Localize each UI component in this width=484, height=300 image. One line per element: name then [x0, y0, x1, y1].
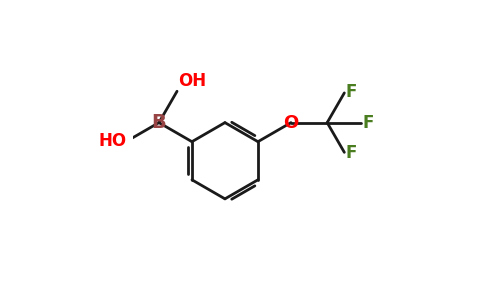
Text: OH: OH: [178, 72, 206, 90]
Text: F: F: [345, 145, 356, 163]
Text: O: O: [283, 114, 299, 132]
Text: HO: HO: [98, 132, 126, 150]
Text: F: F: [346, 83, 357, 101]
Text: B: B: [151, 113, 166, 132]
Text: F: F: [363, 114, 374, 132]
